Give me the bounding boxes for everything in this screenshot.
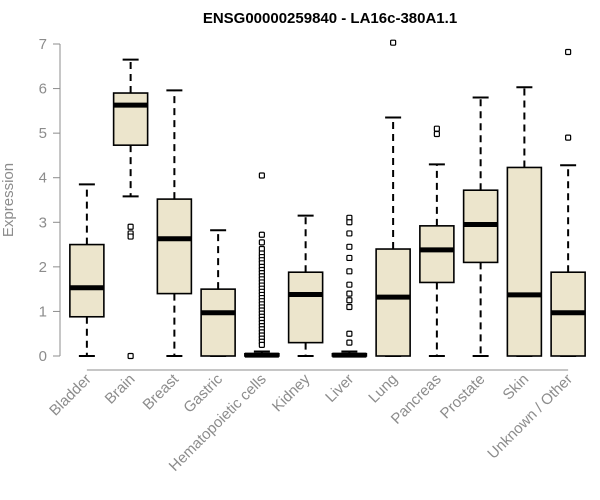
y-tick-label: 7: [39, 36, 47, 53]
outlier-point: [346, 254, 353, 262]
iqr-box: [200, 288, 236, 357]
boxplot-brain: [112, 58, 149, 360]
x-tick-label: Brain: [102, 371, 139, 408]
outlier-point: [433, 130, 440, 138]
y-tick-label: 2: [39, 259, 47, 276]
boxplot-kidney: [287, 214, 324, 357]
outlier-point: [346, 230, 353, 237]
outlier-point: [258, 239, 265, 246]
y-tick-label: 0: [39, 348, 47, 365]
boxplot-lung: [375, 39, 411, 357]
boxplot-unknown-other: [550, 48, 586, 357]
boxplot-pancreas: [419, 125, 455, 357]
boxplot-liver: [331, 214, 368, 358]
y-tick-label: 4: [39, 170, 47, 187]
outlier-point: [258, 172, 265, 179]
iqr-box: [419, 225, 455, 284]
x-tick-label: Skin: [500, 371, 533, 404]
iqr-box: [287, 271, 324, 344]
outlier-point: [127, 233, 134, 240]
iqr-box: [69, 243, 105, 318]
outlier-point: [346, 281, 353, 288]
x-tick-label: Kidney: [269, 370, 314, 415]
outlier-point: [565, 48, 572, 56]
outlier-point: [346, 297, 353, 304]
iqr-box: [375, 248, 411, 357]
y-tick-label: 3: [39, 214, 47, 231]
x-tick-label: Prostate: [437, 371, 489, 423]
outlier-point: [127, 223, 134, 230]
boxplot-hematopoietic-cells: [244, 172, 280, 358]
outlier-point: [258, 341, 265, 348]
y-tick-label: 5: [39, 125, 47, 142]
outlier-point: [390, 39, 397, 46]
x-tick-label: Breast: [140, 370, 183, 413]
outlier-point: [346, 303, 353, 311]
outlier-point: [346, 268, 353, 275]
boxplot-gastric: [200, 229, 236, 357]
outlier-point: [346, 339, 353, 346]
iqr-box: [506, 166, 543, 357]
iqr-box: [156, 198, 193, 295]
outlier-point: [127, 352, 134, 360]
x-tick-label: Liver: [322, 371, 357, 406]
chart-title: ENSG00000259840 - LA16c-380A1.1: [203, 10, 457, 27]
boxplot-bladder: [69, 183, 105, 357]
x-tick-label: Bladder: [46, 371, 95, 420]
boxplot-skin: [506, 86, 543, 357]
y-axis: 0 1 2 3 4 5 6 7: [39, 36, 569, 371]
outlier-point: [346, 330, 353, 337]
x-tick-label: Lung: [365, 371, 401, 407]
y-tick-label: 6: [39, 81, 47, 98]
y-axis-label: Expression: [0, 163, 17, 237]
outlier-point: [346, 219, 353, 226]
iqr-box: [112, 92, 149, 146]
outlier-point: [346, 290, 353, 297]
outlier-point: [565, 134, 572, 141]
y-tick-label: 1: [39, 303, 47, 320]
outlier-point: [258, 231, 265, 238]
outlier-point: [433, 125, 440, 132]
boxplot-prostate: [462, 96, 499, 357]
outlier-point: [346, 243, 353, 250]
boxes-group: [69, 39, 586, 360]
boxplot-breast: [156, 89, 193, 357]
